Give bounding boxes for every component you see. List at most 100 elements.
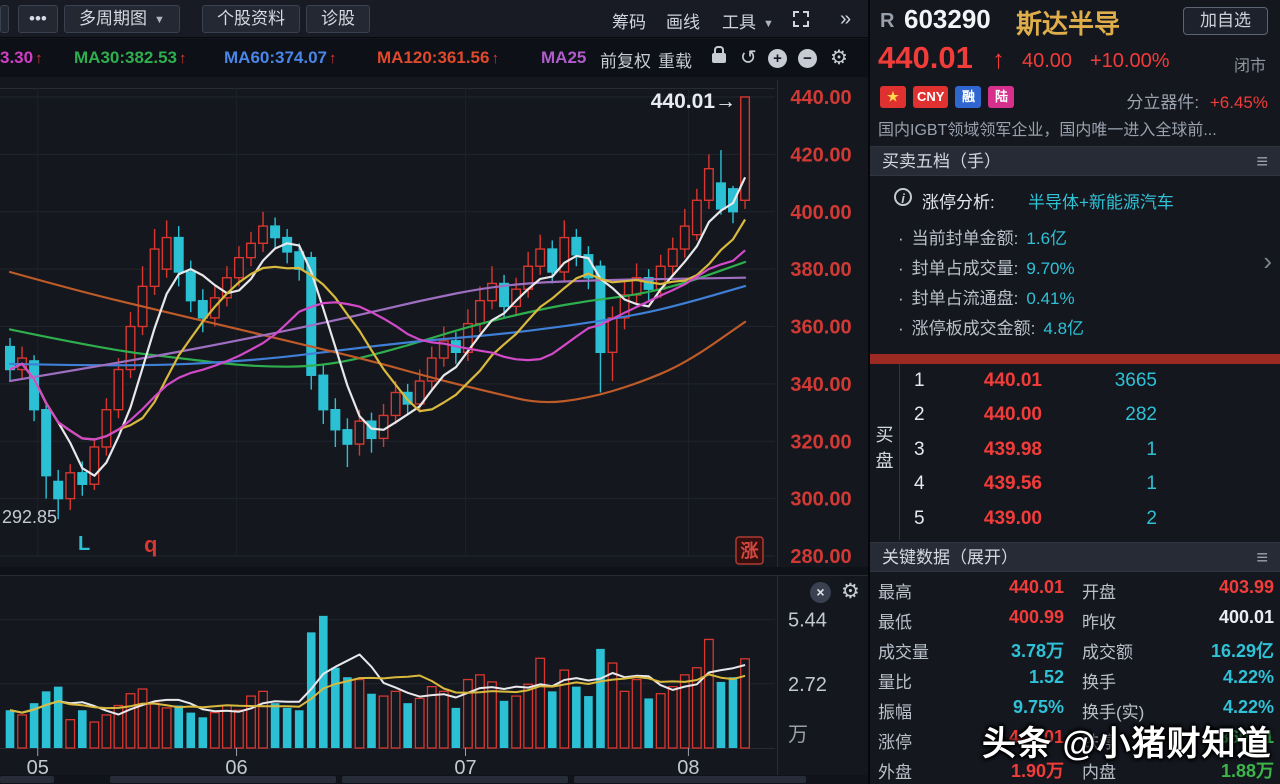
- key-data-row: 成交量 3.78万 成交额 16.29亿: [870, 634, 1280, 664]
- order-book-row[interactable]: 4 439.56 1: [900, 467, 1280, 501]
- bottom-scroll-strip[interactable]: [0, 775, 868, 784]
- key-value: 360.01: [1218, 727, 1274, 747]
- ma-text: 3.30: [0, 48, 34, 67]
- key-label: 外盘: [878, 763, 912, 782]
- gear-icon[interactable]: ⚙: [830, 47, 848, 69]
- key-data-row: 最低 400.99 昨收 400.01: [870, 604, 1280, 634]
- key-label: 成交额: [1082, 643, 1133, 662]
- ma-text: MA120:361.56: [377, 48, 490, 67]
- company-description: 国内IGBT领域领军企业，国内唯一进入全球前...: [878, 122, 1217, 139]
- order-book-header[interactable]: 买卖五档（手） ≡: [870, 146, 1280, 176]
- tab-label: 诊股: [321, 9, 355, 28]
- add-watchlist-button[interactable]: 加自选: [1183, 7, 1268, 35]
- volume-chart[interactable]: 5.44 2.72 万 05 06 07 08: [0, 575, 868, 775]
- analysis-item: 当前封单金额: 1.6亿: [898, 224, 1067, 249]
- strip-segment: [0, 776, 54, 783]
- cny-badge: CNY: [913, 86, 949, 108]
- close-icon[interactable]: ×: [810, 582, 831, 603]
- buy-order-book: 买盘 1 440.01 3665 2 440.00 282 3 439.98 1 4 439.56 1…: [870, 364, 1280, 540]
- ma-label-1: MA30:382.53 ↑: [74, 48, 187, 68]
- svg-text:08: 08: [677, 757, 699, 775]
- price-change-percent: +10.00%: [1090, 50, 1170, 72]
- order-book-row[interactable]: 1 440.01 3665: [900, 364, 1280, 398]
- key-data-grid: 最高 440.01 开盘 403.99 最低 400.99 昨收 400.01 成交量 3.78万…: [870, 574, 1280, 784]
- order-level: 5: [914, 507, 925, 529]
- analysis-item-value: 0.41%: [1026, 289, 1075, 308]
- price-change: 40.00: [1022, 50, 1073, 72]
- zoom-in-icon[interactable]: +: [768, 49, 787, 68]
- volume-gear-icon[interactable]: ⚙: [841, 580, 860, 603]
- up-arrow-icon: ↑: [35, 50, 43, 67]
- key-data-row: 量比 1.52 换手 4.22%: [870, 664, 1280, 694]
- order-price: 439.56: [983, 473, 1042, 495]
- key-label: 最低: [878, 613, 912, 632]
- stock-name: 斯达半导: [1016, 9, 1121, 39]
- analysis-title: 涨停分析:: [922, 193, 995, 212]
- order-book-row[interactable]: 3 439.98 1: [900, 433, 1280, 467]
- key-value: 4.22%: [1222, 697, 1274, 717]
- r-flag-label: R: [880, 10, 895, 32]
- order-book-row[interactable]: 5 439.00 2: [900, 502, 1280, 536]
- strip-segment: [342, 776, 568, 783]
- analysis-item-value: 4.8亿: [1043, 319, 1085, 338]
- lock-icon[interactable]: [712, 46, 726, 63]
- order-volume: 3665: [1114, 370, 1157, 391]
- reload-button[interactable]: 重载: [658, 52, 692, 71]
- svg-text:07: 07: [454, 757, 476, 775]
- svg-text:06: 06: [225, 757, 247, 775]
- order-level: 2: [914, 404, 925, 426]
- key-label: 涨停: [878, 733, 912, 752]
- more-menu-button[interactable]: •••: [18, 5, 58, 33]
- tab-诊股[interactable]: 诊股: [306, 5, 370, 33]
- sector-quote[interactable]: 分立器件: +6.45%: [1126, 88, 1268, 113]
- info-icon[interactable]: i: [894, 188, 912, 206]
- zoom-out-icon[interactable]: −: [798, 49, 817, 68]
- order-price: 440.01: [983, 370, 1042, 391]
- chevron-right-icon[interactable]: ›: [1263, 246, 1272, 276]
- quote-panel: R 603290 斯达半导 加自选 440.01 ↑ 40.00 +10.00%…: [868, 0, 1280, 784]
- clipped-button[interactable]: [0, 5, 9, 33]
- hamburger-icon[interactable]: ≡: [1256, 151, 1268, 173]
- key-data-row: 最高 440.01 开盘 403.99: [870, 574, 1280, 604]
- stock-badges: ★ CNY 融陆: [880, 86, 1015, 108]
- fullscreen-icon[interactable]: [792, 10, 810, 33]
- candlestick-chart[interactable]: 440.00 420.00 400.00 380.00 360.00 340.00 320.…: [0, 80, 868, 570]
- order-book-row[interactable]: 2 440.00 282: [900, 398, 1280, 432]
- tool-label: 工具: [722, 13, 756, 32]
- key-value: 400.01: [1218, 607, 1274, 627]
- key-value: 9.75%: [1012, 697, 1064, 717]
- key-value: 1.90万: [1010, 761, 1064, 781]
- key-value: 403.99: [1218, 577, 1274, 597]
- up-arrow-icon: ↑: [992, 44, 1005, 74]
- key-value: 440.01: [1008, 727, 1064, 747]
- ma-label-4: MA25: [541, 48, 586, 68]
- key-value: 1.88万: [1220, 761, 1274, 781]
- key-data-row: 振幅 9.75% 换手(实) 4.22%: [870, 694, 1280, 724]
- key-data-row: 涨停 440.01 跌停 360.01: [870, 724, 1280, 754]
- undo-icon[interactable]: ↺: [740, 47, 757, 69]
- key-data-header[interactable]: 关键数据（展开） ≡: [870, 542, 1280, 572]
- analysis-item-label: 涨停板成交金额:: [911, 319, 1036, 338]
- order-price: 439.98: [983, 438, 1042, 460]
- up-arrow-icon: ↑: [329, 50, 337, 67]
- tool-画线[interactable]: 画线: [666, 8, 700, 33]
- order-level: 1: [914, 370, 925, 391]
- tab-个股资料[interactable]: 个股资料: [202, 5, 300, 33]
- sell-side-divider: [870, 354, 1280, 364]
- tab-label: 多周期图: [79, 9, 147, 28]
- tab-多周期图[interactable]: 多周期图 ▼: [64, 5, 180, 33]
- mainland-connect-badge: 陆: [988, 86, 1015, 108]
- adjust-mode-button[interactable]: 前复权: [600, 52, 651, 71]
- order-volume: 282: [1125, 404, 1157, 426]
- analysis-item: 封单占成交量: 9.70%: [898, 254, 1075, 279]
- analysis-item-label: 封单占成交量:: [911, 259, 1019, 278]
- svg-text:360.00: 360.00: [790, 317, 851, 339]
- analysis-tags-link[interactable]: 半导体+新能源汽车: [1028, 193, 1174, 212]
- more-tools-chevron[interactable]: »: [840, 8, 852, 30]
- order-volume: 1: [1146, 438, 1157, 460]
- tool-工具[interactable]: 工具 ▼: [722, 8, 774, 33]
- hamburger-icon[interactable]: ≡: [1256, 547, 1268, 569]
- key-label: 昨收: [1082, 613, 1116, 632]
- tool-筹码[interactable]: 筹码: [612, 8, 646, 33]
- key-value: 1.52: [1028, 667, 1064, 687]
